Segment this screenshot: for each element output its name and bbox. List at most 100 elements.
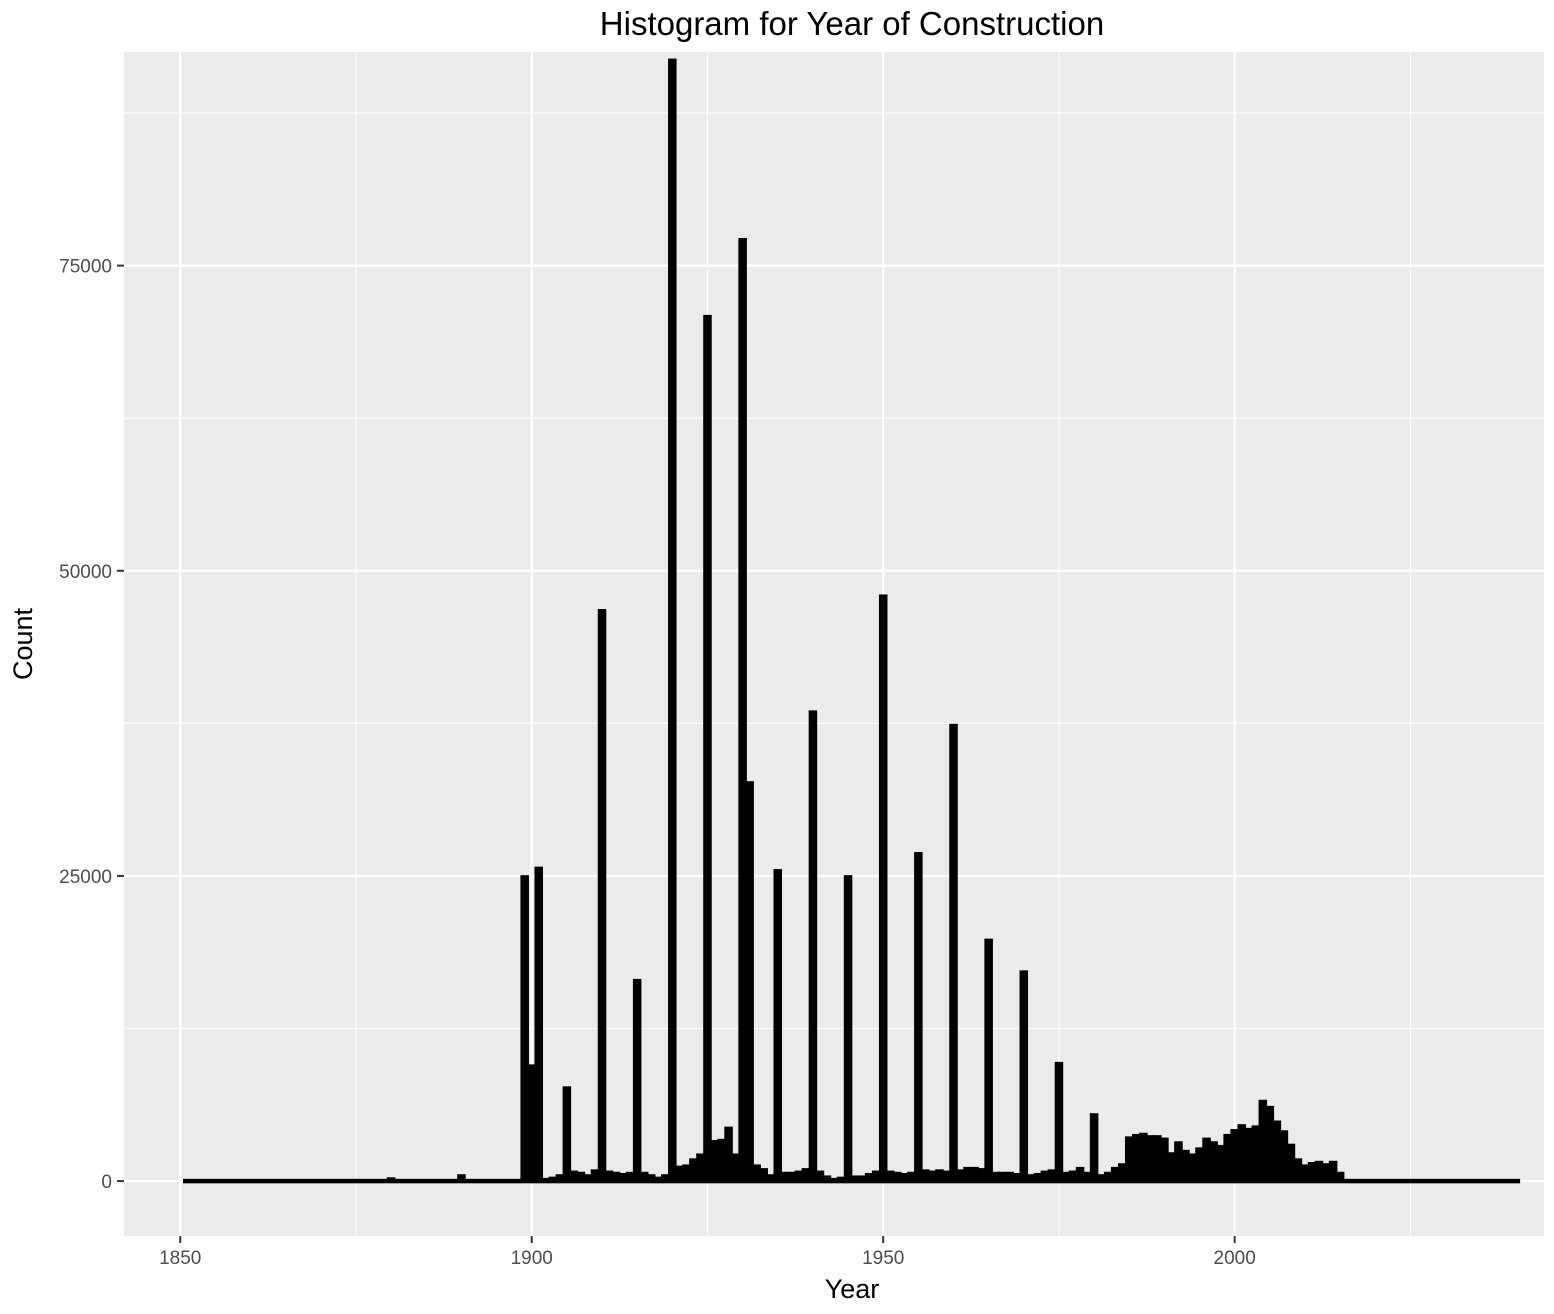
histogram-bar [632, 978, 642, 1182]
histogram-bar [998, 1171, 1007, 1182]
histogram-bar [569, 1170, 579, 1182]
histogram-bar [766, 1174, 775, 1182]
histogram-bar [1321, 1163, 1331, 1182]
histogram-bar [717, 1138, 726, 1182]
minor-gridlines [124, 52, 1544, 1236]
histogram-bar [541, 1177, 551, 1182]
histogram-bar [590, 1169, 600, 1182]
histogram-bar [738, 238, 747, 1182]
histogram-bar [822, 1175, 832, 1182]
histogram-bar [977, 1168, 986, 1182]
histogram-bar [1124, 1136, 1134, 1182]
histogram-bar [1153, 1135, 1162, 1182]
histogram-bar [1307, 1162, 1317, 1182]
histogram-bar [583, 1174, 593, 1182]
histogram-bar [1174, 1141, 1183, 1182]
histogram-bar [1054, 1061, 1064, 1182]
histogram-bar [1279, 1130, 1289, 1182]
histogram-bar [1033, 1172, 1043, 1182]
y-axis: 0 25000 50000 75000 [59, 257, 124, 1193]
histogram-bar [710, 1140, 719, 1182]
histogram-bar [900, 1172, 909, 1182]
histogram-bar [386, 1177, 396, 1182]
histogram-bar [885, 1170, 895, 1182]
histogram-bars [183, 58, 1521, 1184]
histogram-bar [752, 1164, 761, 1182]
histogram-bar [1040, 1170, 1050, 1182]
histogram-bar [534, 866, 544, 1182]
histogram-bar [675, 1165, 684, 1182]
histogram-bar [1082, 1171, 1092, 1182]
chart-title: Histogram for Year of Construction [600, 5, 1104, 42]
histogram-bar [1110, 1166, 1120, 1182]
histogram-bar [604, 1170, 614, 1182]
histogram-bar [1272, 1120, 1282, 1182]
histogram-bar [555, 1174, 565, 1182]
x-tick-label: 1950 [862, 1248, 904, 1269]
plot-panel [124, 52, 1544, 1236]
histogram-bar [1061, 1171, 1071, 1182]
histogram-bar [864, 1172, 874, 1182]
histogram-bar [1139, 1132, 1148, 1182]
histogram-bar [1096, 1174, 1106, 1182]
histogram-bar [457, 1174, 466, 1182]
histogram-bar [724, 1126, 733, 1182]
x-axis: 1850 1900 1950 2000 [159, 1236, 1256, 1269]
histogram-bar [1209, 1141, 1218, 1182]
histogram-bar [1293, 1158, 1303, 1182]
histogram-bar [703, 314, 712, 1182]
histogram-bar [1314, 1160, 1324, 1182]
histogram-bar [1103, 1171, 1113, 1182]
histogram-bar [661, 1174, 670, 1182]
x-tick-label: 1850 [159, 1248, 201, 1269]
histogram-bar [794, 1170, 804, 1182]
y-axis-title: Count [8, 607, 38, 680]
histogram-bar [597, 609, 607, 1182]
histogram-bar [871, 1170, 881, 1182]
histogram-bar [1300, 1164, 1310, 1182]
histogram-bar [1167, 1152, 1176, 1182]
histogram-bar [625, 1171, 635, 1182]
histogram-bar [1195, 1147, 1204, 1182]
histogram-bar [1047, 1169, 1057, 1182]
histogram-bar [576, 1171, 586, 1182]
histogram-bar [1089, 1113, 1099, 1182]
histogram-bar [1286, 1143, 1296, 1182]
histogram-bar [935, 1169, 944, 1182]
histogram-bar [618, 1172, 628, 1182]
histogram-bar [1258, 1099, 1268, 1182]
histogram-bar [1005, 1171, 1015, 1182]
histogram-bar [1075, 1166, 1085, 1182]
histogram-bar [1202, 1137, 1211, 1182]
histogram-bar [1132, 1133, 1141, 1182]
y-tick-label: 75000 [59, 257, 112, 278]
histogram-bar [970, 1166, 979, 1182]
histogram-bar [1244, 1127, 1254, 1182]
histogram-bar [668, 58, 677, 1182]
histogram-bar [893, 1171, 902, 1182]
histogram-bar [773, 869, 783, 1182]
histogram-bar [829, 1177, 839, 1182]
histogram-bar [850, 1175, 860, 1182]
histogram-bar [991, 1171, 1000, 1182]
histogram-bar [857, 1175, 867, 1182]
x-axis-title: Year [825, 1274, 880, 1304]
histogram-bar [878, 594, 888, 1182]
histogram-bar [928, 1170, 937, 1182]
histogram-bar [646, 1174, 656, 1182]
histogram-bar [1026, 1174, 1036, 1182]
histogram-bar [1265, 1105, 1275, 1182]
x-tick-label: 2000 [1214, 1248, 1256, 1269]
histogram-bar [745, 781, 754, 1182]
histogram-bar [1328, 1160, 1338, 1182]
histogram-bar [963, 1166, 972, 1182]
histogram-bar [1237, 1124, 1246, 1182]
histogram-bar [1181, 1149, 1190, 1182]
histogram-bar [1019, 970, 1029, 1182]
histogram-bar [1068, 1170, 1078, 1182]
histogram-bar [527, 1064, 536, 1182]
histogram-bar [731, 1153, 740, 1182]
histogram-bar [956, 1169, 965, 1182]
histogram-bar [520, 875, 529, 1182]
histogram-bar [689, 1158, 698, 1182]
